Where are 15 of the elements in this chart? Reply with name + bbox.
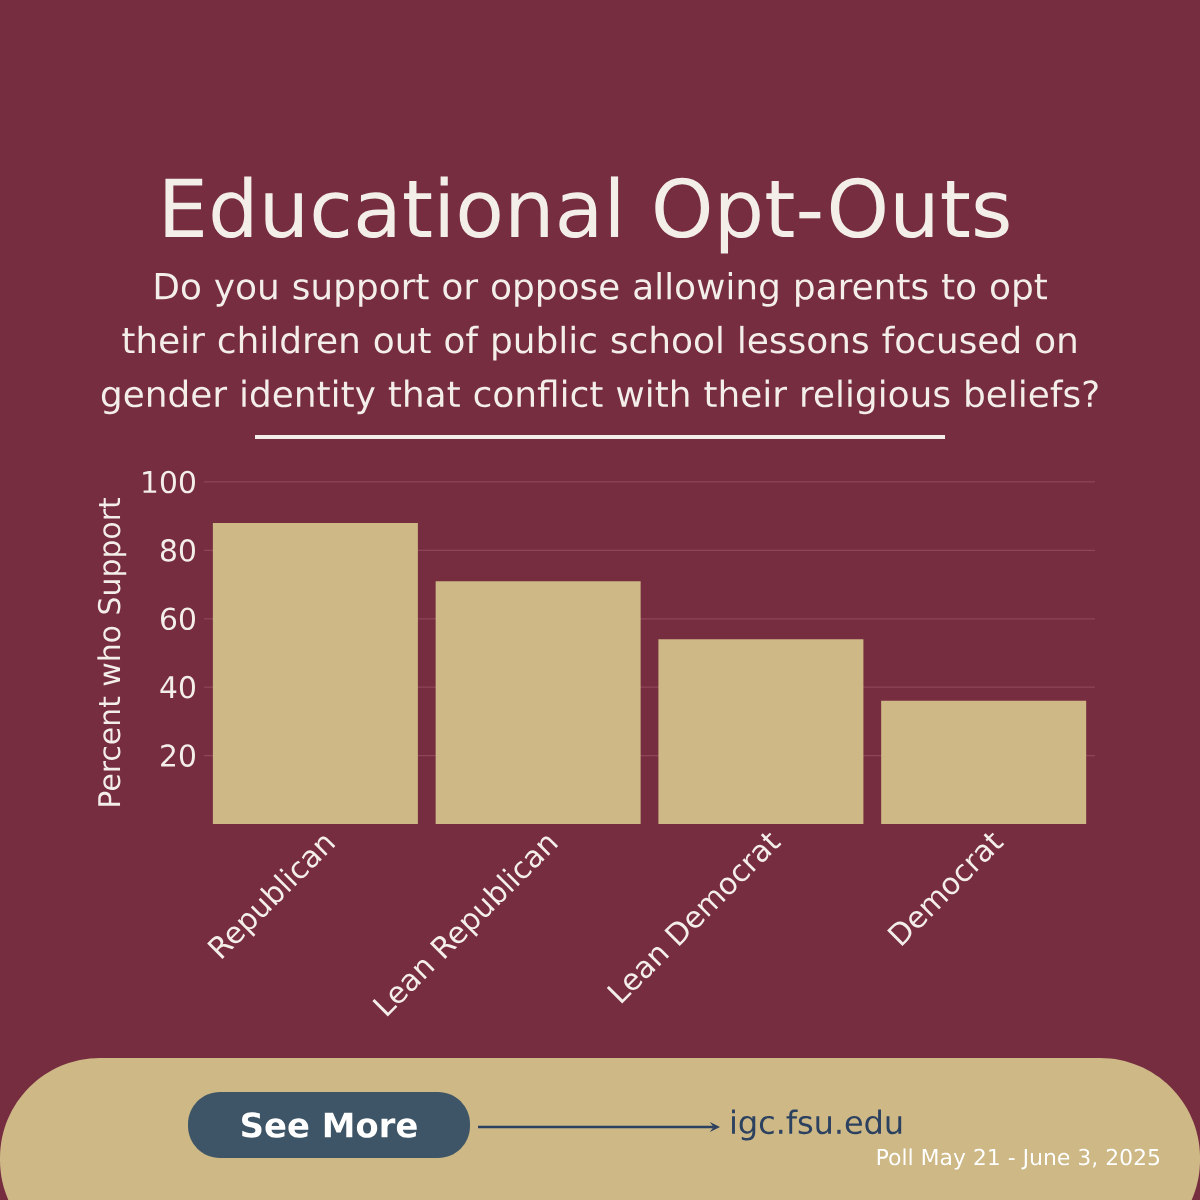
text: See More <box>242 1112 417 1138</box>
text: igc.fsu.edu <box>732 1109 902 1141</box>
y-tick-label: 60 <box>161 607 195 631</box>
y-tick-label: 40 <box>160 675 195 699</box>
chart-subtitle: Do you support or oppose allowing parents to opt their children out of public school lessons focused on gender identity that conflict with their religious beliefs? <box>101 272 1098 415</box>
y-tick-label: 80 <box>160 539 195 562</box>
bar <box>435 581 641 824</box>
text: Poll May 21 - June 3, 2025 <box>877 1148 1160 1170</box>
y-axis-title: Percent who Support <box>97 498 127 806</box>
bar <box>658 639 864 824</box>
chart-title: Educational Opt-Outs <box>165 176 1009 254</box>
y-tick-label: 100 <box>143 470 195 494</box>
bar <box>212 523 418 824</box>
bar <box>881 700 1087 824</box>
y-tick-label: 20 <box>161 744 195 767</box>
